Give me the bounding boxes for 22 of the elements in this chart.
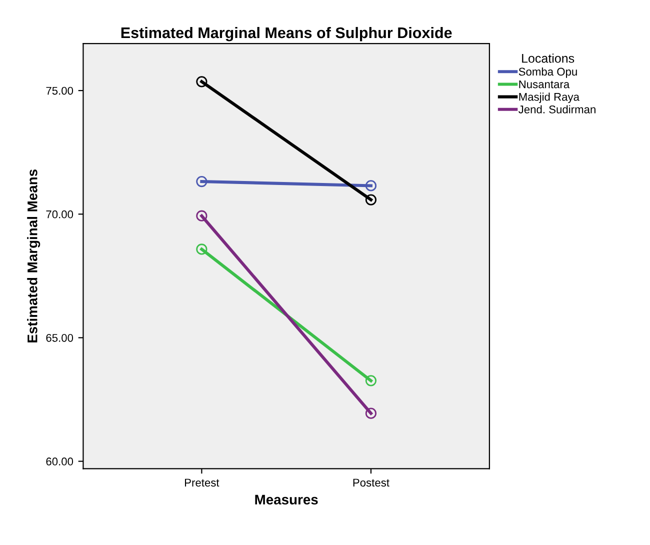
y-tick-label: 65.00	[46, 334, 74, 342]
point	[196, 210, 208, 222]
y-tick-label: 70.00	[46, 210, 74, 218]
x-tick-label: Postest	[353, 478, 390, 487]
chart-title: Estimated Marginal Means of Sulphur Dioxide	[121, 26, 452, 42]
y-tick-label: 75.00	[46, 86, 74, 95]
y-tick-label: 60.00	[46, 458, 74, 466]
legend-label: Masjid Raya	[519, 92, 580, 103]
point	[365, 375, 377, 386]
legend-label: Nusantara	[519, 80, 570, 88]
point	[196, 76, 208, 88]
point	[365, 180, 377, 192]
point	[196, 244, 208, 255]
point	[196, 176, 208, 188]
x-axis-title: Measures	[255, 494, 318, 505]
legend-label: Somba Opu	[518, 67, 577, 78]
point	[365, 194, 377, 206]
x-tick-label: Pretest	[185, 478, 220, 487]
point	[365, 408, 377, 419]
legend-label: Jend. Sudirman	[518, 105, 596, 114]
legend-title: Locations	[522, 54, 574, 63]
y-axis-title: Estimated Marginal Means	[27, 170, 40, 342]
